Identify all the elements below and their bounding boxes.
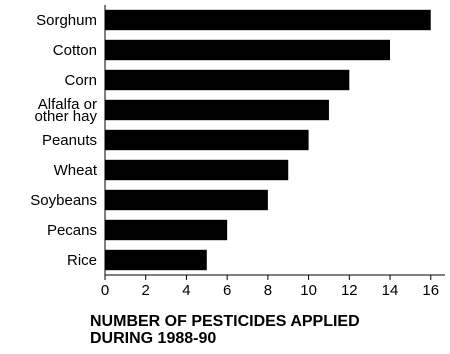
bar-corn [105,69,350,91]
category-label-soybeans: Soybeans [30,192,97,209]
x-axis: 0 2 4 6 8 10 12 14 16 [101,5,445,299]
category-label-rice: Rice [67,252,97,269]
bar-peanuts [105,129,309,151]
x-axis-title-line-1: NUMBER OF PESTICIDES APPLIED [90,313,360,330]
x-tick-label-10: 10 [300,282,317,299]
category-label-cotton: Cotton [53,42,97,59]
category-label-pecans: Pecans [47,222,97,239]
category-label-alfalfa-or-other-hay: Alfalfa or other hay [34,96,97,125]
category-label-corn: Corn [64,72,97,89]
category-label-peanuts: Peanuts [42,132,97,149]
bar-wheat [105,159,289,181]
category-labels: Sorghum Cotton Corn Alfalfa or other hay Pean… [30,12,98,269]
x-tick-label-16: 16 [422,282,439,299]
category-label-wheat: Wheat [54,162,98,179]
x-tick-label-2: 2 [142,282,150,299]
bars [105,9,431,271]
bar-pecans [105,219,228,241]
bar-soybeans [105,189,268,211]
bar-chart: Sorghum Cotton Corn Alfalfa or other hay Pean… [30,5,445,299]
x-tick-label-4: 4 [182,282,190,299]
bar-sorghum [105,9,431,31]
x-tick-label-0: 0 [101,282,109,299]
x-axis-title-line-2: DURING 1988-90 [90,330,217,347]
category-label-sorghum: Sorghum [36,12,97,29]
x-axis-title: NUMBER OF PESTICIDES APPLIED DURING 1988… [90,313,446,347]
bar-alfalfa-or-other-hay [105,99,329,121]
bar-cotton [105,39,391,61]
bar-rice [105,249,207,271]
x-tick-label-12: 12 [341,282,358,299]
x-tick-label-14: 14 [382,282,399,299]
x-tick-label-8: 8 [264,282,272,299]
x-tick-label-6: 6 [223,282,231,299]
